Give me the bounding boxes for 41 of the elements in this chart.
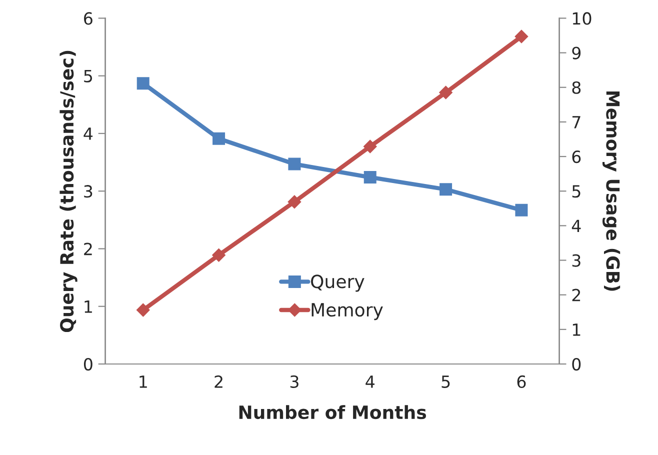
y2-tick-label: 8 <box>572 81 581 94</box>
y2-tick-label: 1 <box>572 324 580 336</box>
x-axis-title: Number of Months <box>239 405 426 420</box>
y-axis-title: Query Rate (thousands/sec) <box>60 50 78 332</box>
point <box>515 204 528 216</box>
y2-tick-label: 9 <box>572 46 581 60</box>
x-tick-label: 6 <box>517 375 526 388</box>
y-tick-label: 0 <box>84 358 92 371</box>
point <box>288 195 302 208</box>
point <box>136 303 150 317</box>
x-tick-label: 4 <box>366 376 374 388</box>
x-tick-label: 3 <box>290 375 298 388</box>
x-tick-label: 5 <box>442 376 450 388</box>
y2-tick-label: 6 <box>572 150 581 164</box>
point <box>514 30 528 44</box>
y-tick-label: 1 <box>84 300 92 313</box>
point <box>364 171 376 184</box>
y-tick-label: 5 <box>84 70 92 82</box>
legend-label: Memory <box>312 303 383 320</box>
point <box>364 140 377 154</box>
y2-tick-label: 0 <box>572 358 581 371</box>
point <box>212 248 226 262</box>
y2-axis-title: Memory Usage (GB) <box>602 91 620 291</box>
point <box>440 183 452 196</box>
y2-tick-label: 7 <box>572 116 580 128</box>
y-tick-label: 3 <box>84 185 92 198</box>
point <box>288 158 301 170</box>
point <box>212 132 226 145</box>
legend-label: Query <box>311 274 364 292</box>
y-tick-label: 4 <box>84 128 93 140</box>
y-tick-label: 2 <box>84 242 92 256</box>
y2-tick-label: 2 <box>572 288 580 302</box>
x-tick-label: 2 <box>214 375 222 388</box>
y2-tick-label: 10 <box>572 12 592 25</box>
y-tick-label: 6 <box>84 12 92 25</box>
y2-tick-label: 3 <box>572 254 580 267</box>
point <box>439 86 452 100</box>
x-tick-label: 1 <box>140 376 147 388</box>
y2-tick-label: 5 <box>572 185 580 198</box>
point <box>136 77 150 90</box>
y2-tick-label: 4 <box>572 220 581 232</box>
